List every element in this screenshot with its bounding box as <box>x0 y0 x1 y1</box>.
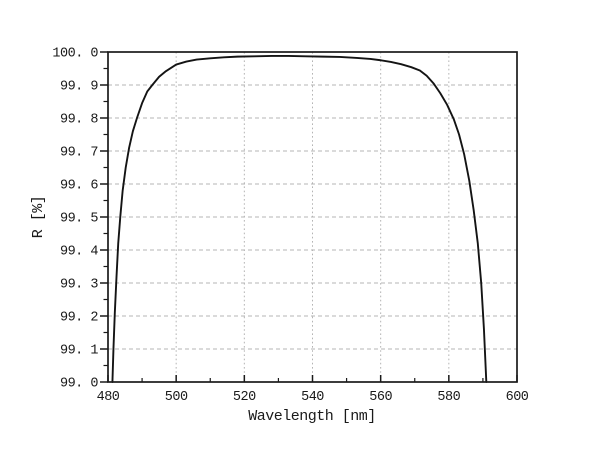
x-tick-label: 520 <box>233 390 256 405</box>
y-tick-label: 99. 8 <box>60 113 98 128</box>
y-tick-label: 99. 1 <box>60 344 98 359</box>
horizontal-gridlines <box>108 84 517 350</box>
x-tick-label: 580 <box>437 390 460 405</box>
y-axis-ticks <box>100 51 108 383</box>
x-axis-title: Wavelength [nm] <box>248 408 376 425</box>
y-tick-label: 99. 2 <box>60 311 98 326</box>
reflectance-curve <box>111 55 488 383</box>
x-tick-label: 500 <box>165 390 188 405</box>
y-tick-label: 99. 9 <box>60 80 98 95</box>
x-tick-label: 480 <box>97 390 120 405</box>
x-tick-label: 600 <box>506 390 529 405</box>
y-tick-label: 99. 0 <box>60 377 98 392</box>
y-tick-label: 99. 4 <box>60 245 98 260</box>
y-tick-label: 99. 7 <box>60 146 98 161</box>
x-axis-ticks <box>107 375 518 382</box>
y-tick-label: 99. 5 <box>60 212 98 227</box>
y-tick-label: 99. 6 <box>60 179 98 194</box>
y-tick-labels: 99. 0 99. 1 99. 2 99. 3 99. 4 99. 5 99. 6 99. 7… <box>52 47 99 392</box>
plot-border <box>107 51 518 383</box>
x-tick-labels: 480 500 520 540 560 580 600 <box>97 390 530 405</box>
x-tick-label: 540 <box>301 390 324 405</box>
y-tick-label: 99. 3 <box>60 278 98 293</box>
y-axis-title: R [%] <box>30 196 47 239</box>
y-tick-label: 100. 0 <box>52 47 98 62</box>
x-tick-label: 560 <box>369 390 392 405</box>
